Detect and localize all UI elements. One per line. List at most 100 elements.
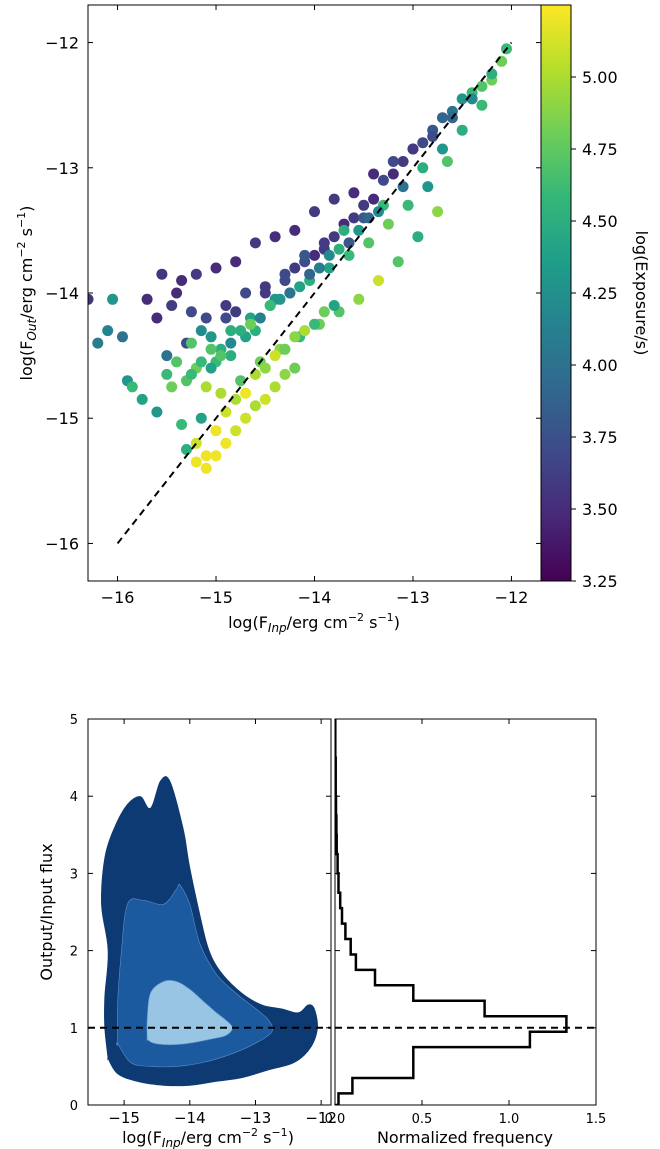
scatter-point <box>225 325 237 337</box>
scatter-point <box>161 350 173 362</box>
y-tick-label: 3 <box>70 867 78 882</box>
scatter-point <box>215 387 227 399</box>
x-tick-label: −13 <box>396 588 430 607</box>
scatter-point <box>328 193 340 205</box>
scatter-point <box>176 275 188 286</box>
scatter-point <box>181 444 192 455</box>
x-tick-label: 0.0 <box>325 1112 346 1127</box>
scatter-point <box>289 362 301 374</box>
scatter-point <box>195 412 207 424</box>
contour-y-axis-label: Output/Input flux <box>37 843 56 980</box>
scatter-point <box>185 368 197 380</box>
scatter-point <box>279 268 291 280</box>
scatter-point <box>412 231 424 243</box>
scatter-point <box>220 300 232 311</box>
scatter-point <box>274 293 286 305</box>
x-tick-label: 1.5 <box>586 1112 607 1127</box>
scatter-point <box>348 212 360 224</box>
scatter-point <box>254 312 266 324</box>
histogram-panel: 0.0 0.5 1.0 1.5 Normalized frequency <box>325 718 607 1147</box>
scatter-point <box>161 368 173 380</box>
scatter-point <box>437 143 448 155</box>
scatter-point <box>215 350 227 362</box>
y-tick-label: 0 <box>70 1099 78 1114</box>
scatter-point <box>200 462 212 474</box>
scatter-point <box>102 325 114 337</box>
x-tick-label: −15 <box>199 588 233 607</box>
scatter-point <box>373 275 384 286</box>
scatter-point <box>368 193 380 205</box>
scatter-point <box>156 268 168 280</box>
scatter-point <box>220 437 232 449</box>
y-tick-label: −12 <box>45 34 79 53</box>
scatter-y-ticks: −16 −15 −14 −13 −12 <box>45 34 541 553</box>
contour-fills <box>101 776 318 1087</box>
scatter-point <box>313 262 325 274</box>
y-tick-label: 4 <box>70 790 78 805</box>
colorbar-tick-label: 4.75 <box>582 140 618 159</box>
y-tick-label: 5 <box>70 713 78 728</box>
scatter-point <box>432 206 444 218</box>
histogram-frame <box>334 718 597 1106</box>
scatter-point <box>205 331 217 343</box>
scatter-points <box>88 43 512 474</box>
scatter-point <box>476 80 488 92</box>
scatter-point <box>136 393 148 405</box>
scatter-point <box>190 456 202 468</box>
histogram-x-ticks: 0.0 0.5 1.0 1.5 <box>325 719 607 1127</box>
scatter-point <box>220 406 232 418</box>
scatter-point <box>185 306 197 318</box>
scatter-point <box>269 231 281 243</box>
scatter-point <box>304 268 316 280</box>
scatter-point <box>289 224 301 236</box>
scatter-point <box>343 249 355 261</box>
contour-panel: −15 −14 −13 −12 0 1 2 3 4 5 log(FInp/erg cm−2 s−… <box>37 713 337 1149</box>
scatter-point <box>176 419 188 430</box>
scatter-point <box>387 156 399 167</box>
scatter-point <box>377 174 389 186</box>
scatter-point <box>126 381 138 393</box>
scatter-point <box>397 181 409 193</box>
x-tick-label: −12 <box>495 588 529 607</box>
y-tick-label: −13 <box>45 159 79 178</box>
scatter-point <box>269 381 281 393</box>
scatter-point <box>210 450 222 462</box>
scatter-point <box>259 393 271 405</box>
y-tick-label: 2 <box>70 945 78 960</box>
scatter-point <box>249 237 261 249</box>
scatter-point <box>200 381 212 393</box>
scatter-point <box>235 375 247 387</box>
scatter-point <box>284 287 296 299</box>
x-tick-label: 1.0 <box>499 1112 520 1127</box>
scatter-point <box>397 156 409 167</box>
scatter-point <box>427 131 439 142</box>
scatter-reference-line <box>116 41 513 545</box>
scatter-point <box>210 262 222 274</box>
colorbar-tick-label: 3.25 <box>582 572 618 591</box>
colorbar-tick-label: 3.75 <box>582 428 618 447</box>
scatter-point <box>407 143 419 155</box>
scatter-point <box>417 162 429 174</box>
colorbar-tick-label: 3.50 <box>582 500 618 519</box>
scatter-point <box>195 325 207 337</box>
y-tick-label: −16 <box>45 534 79 553</box>
scatter-point <box>220 312 232 324</box>
x-tick-label: −12 <box>305 1109 337 1127</box>
scatter-point <box>294 281 306 293</box>
scatter-point <box>240 387 252 399</box>
scatter-point <box>171 356 183 368</box>
scatter-point <box>166 381 178 393</box>
scatter-point <box>151 312 163 324</box>
scatter-point <box>363 237 375 249</box>
scatter-point <box>348 187 360 199</box>
scatter-point <box>328 300 340 311</box>
colorbar-tick-label: 4.00 <box>582 356 618 375</box>
scatter-point <box>318 237 330 249</box>
scatter-point <box>299 325 311 337</box>
y-tick-label: 1 <box>70 1022 78 1037</box>
scatter-point <box>309 318 320 330</box>
scatter-point <box>92 337 104 349</box>
scatter-point <box>299 249 311 261</box>
colorbar-ticks: 3.25 3.50 3.75 4.00 4.25 4.50 4.75 5.00 <box>571 68 618 591</box>
contour-y-ticks: 0 1 2 3 4 5 <box>70 713 331 1114</box>
